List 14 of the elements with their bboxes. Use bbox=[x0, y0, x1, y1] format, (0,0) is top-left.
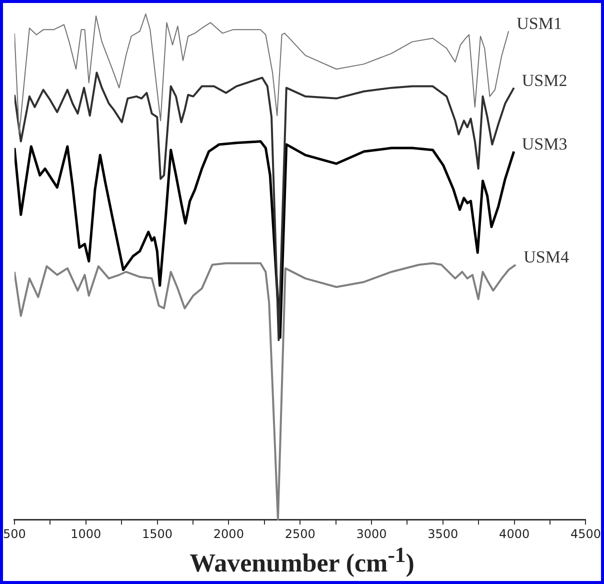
series-label: USM3 bbox=[522, 134, 568, 154]
x-tick-label: 4000 bbox=[499, 526, 530, 541]
series-label: USM2 bbox=[522, 70, 568, 90]
series-label: USM4 bbox=[524, 248, 570, 267]
series-label: USM1 bbox=[516, 14, 562, 34]
x-tick-label: 1000 bbox=[70, 526, 102, 541]
x-tick-label: 3500 bbox=[428, 526, 458, 541]
x-tick-label: 500 bbox=[3, 526, 26, 541]
x-tick-label: 4500 bbox=[570, 526, 602, 541]
x-tick-label: 2000 bbox=[213, 526, 244, 541]
x-axis-title: Wavenumber (cm$^{-1}$) bbox=[188, 543, 416, 579]
x-tick-label: 3000 bbox=[356, 526, 387, 541]
x-tick-label: 1500 bbox=[142, 526, 173, 541]
x-tick-label: 2500 bbox=[284, 526, 316, 541]
